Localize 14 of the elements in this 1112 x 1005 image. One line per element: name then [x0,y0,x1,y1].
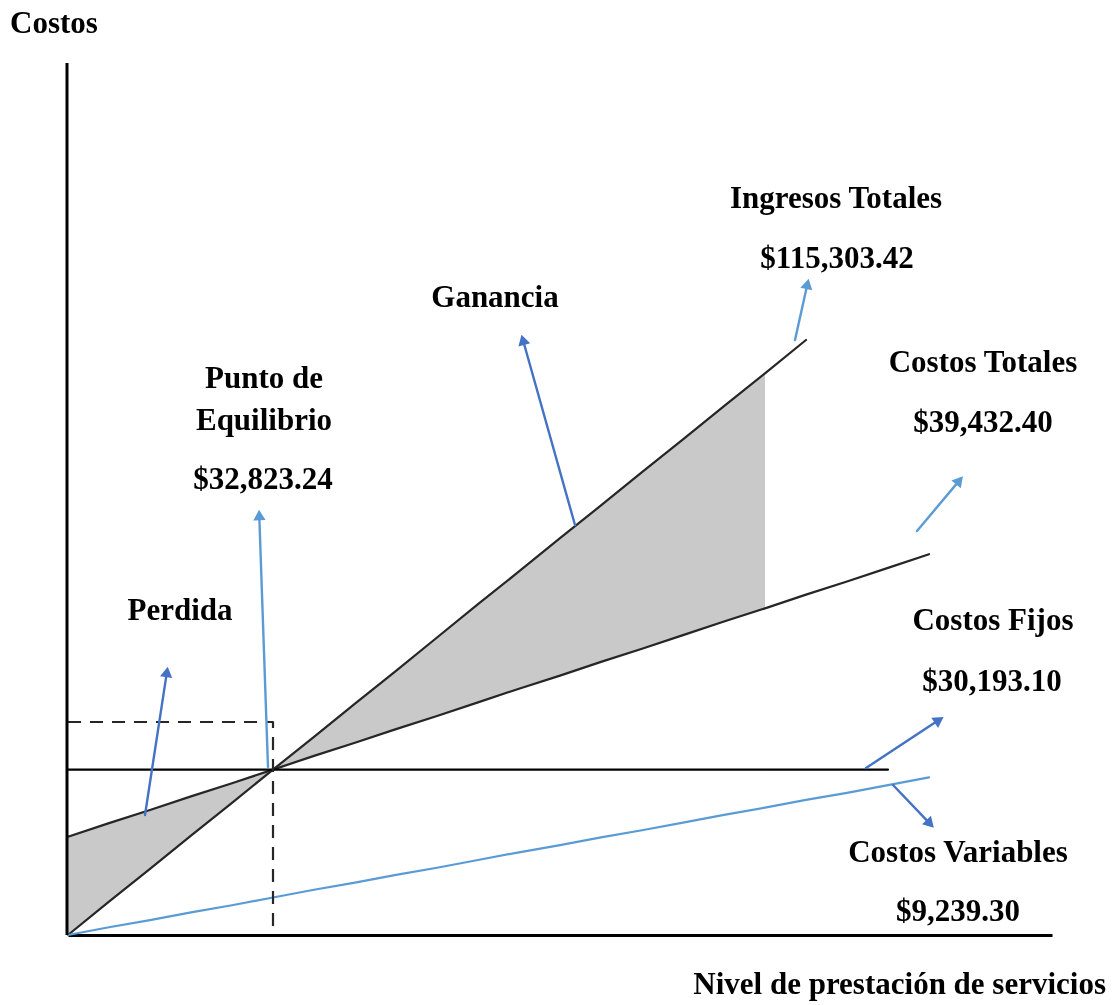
annotation: $39,432.40 [913,404,1053,439]
text: Costos [10,5,98,40]
annotation: Punto de Equilibrio [195,360,333,437]
annotation: Costos Totales [888,344,1078,379]
annotation: $32,823.24 [193,461,333,496]
text: Ganancia [431,279,560,314]
annotation: Costos Variables [848,834,1068,869]
text: Ingresos Totales [729,180,943,215]
annotation: $30,193.10 [922,663,1062,698]
annotation: Costos Fijos [912,602,1074,637]
annotation: $9,239.30 [896,893,1020,928]
x-axis-title: Nivel de prestación de servicios [693,966,1106,1001]
text: $115,303.42 [760,240,914,275]
annotation: Perdida [127,592,234,627]
